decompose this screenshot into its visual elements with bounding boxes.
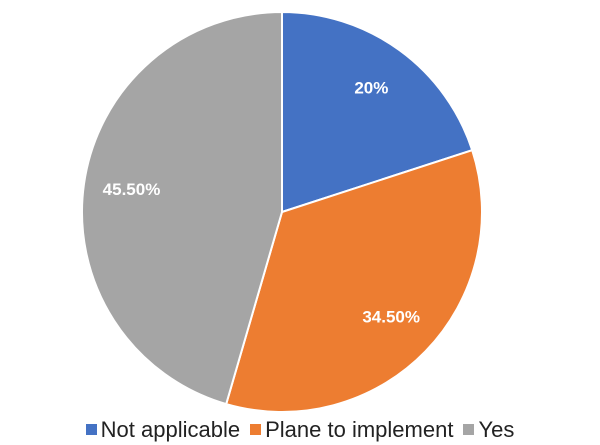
legend-item: Not applicable <box>85 416 241 443</box>
data-label: 20% <box>354 79 388 98</box>
legend-item: Yes <box>463 417 514 443</box>
pie-slice <box>281 10 474 214</box>
legend-swatch <box>85 424 97 435</box>
legend-label: Not applicable <box>100 416 241 442</box>
legend-item: Plane to implement <box>250 417 453 443</box>
pie-slice <box>81 10 283 406</box>
data-label: 45.50% <box>103 180 161 199</box>
legend-swatch <box>250 424 262 435</box>
legend-label: Plane to implement <box>265 416 454 442</box>
legend-label: Yes <box>478 416 515 442</box>
data-label: 34.50% <box>362 307 420 326</box>
pie-area: 20% 34.50% 45.50% <box>81 10 483 413</box>
legend: Not applicable Plane to implement Yes <box>0 414 600 445</box>
pie-slice <box>224 148 483 413</box>
legend-swatch <box>463 424 475 435</box>
